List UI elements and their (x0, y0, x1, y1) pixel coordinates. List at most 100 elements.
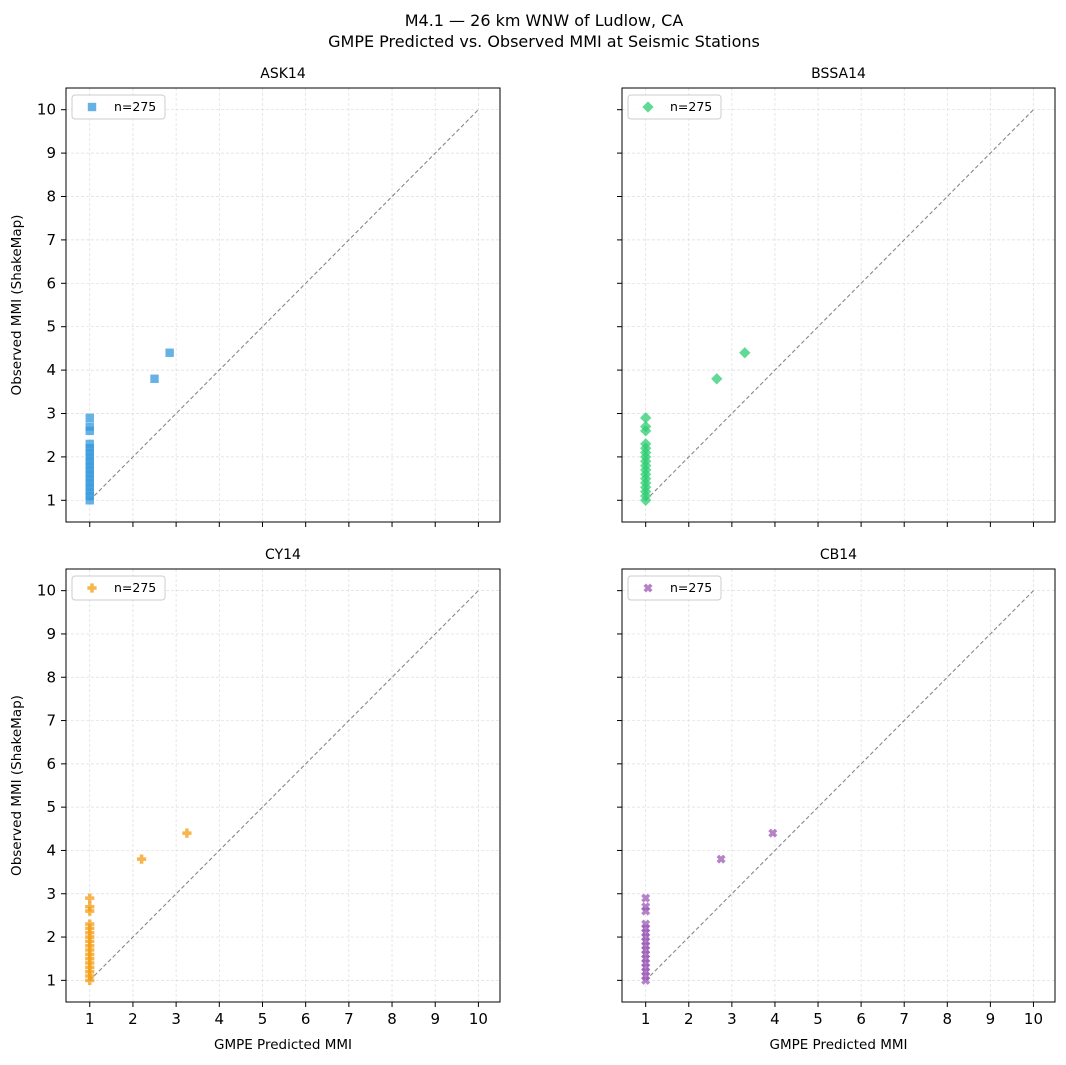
p2-xtick-label-5: 6 (301, 1010, 311, 1028)
p3-point-16 (641, 893, 651, 903)
p0-point-17 (150, 374, 159, 383)
panel-ask14: 1 2 3 4 5 6 7 8 9 10 ASK14 Observed MMI (ShakeMap) n… (9, 66, 501, 527)
p1-plot-area (622, 88, 1055, 522)
p1-legend-marker (642, 101, 654, 113)
p0-point-8 (85, 461, 94, 470)
p0-point-18 (165, 348, 174, 357)
p2-legend: n=275 (71, 575, 166, 601)
p0-points (85, 348, 174, 505)
p0-axes-frame (65, 87, 501, 523)
p0-legend-box (71, 94, 166, 120)
p0-point-9 (85, 457, 94, 466)
p2-ytick-label-2: 3 (46, 885, 56, 903)
p0-reference-line (89, 109, 479, 501)
p0-ytick-label-2: 3 (46, 405, 56, 423)
p2-point-18 (182, 828, 192, 838)
p2-ytick-label-6: 7 (46, 712, 56, 730)
p0-point-14 (85, 426, 94, 436)
p2-xtick-label-1: 2 (128, 1010, 138, 1028)
p1-title: BSSA14 (811, 66, 866, 82)
p2-points (85, 828, 192, 985)
p0-point-5 (85, 474, 94, 483)
p2-reference-line (89, 590, 479, 981)
p3-xtick-label-2: 3 (727, 1010, 737, 1028)
p2-ytick-label-9: 10 (37, 582, 56, 600)
p0-point-11 (85, 448, 94, 457)
p1-point-18 (739, 347, 751, 359)
p2-plot-area (66, 569, 500, 1002)
p2-title: CY14 (265, 547, 301, 563)
panel-bssa14: BSSA14 n=275 (617, 66, 1056, 527)
p3-xtick-label-9: 10 (1024, 1010, 1043, 1028)
p3-axes-frame (621, 568, 1056, 1003)
p0-point-1 (85, 491, 94, 501)
p2-xtick-label-0: 1 (85, 1010, 95, 1028)
p1-point-17 (711, 373, 723, 385)
p3-xtick-label-4: 5 (813, 1010, 823, 1028)
p1-legend: n=275 (627, 94, 722, 120)
p3-legend-box (627, 575, 722, 601)
p3-xtick-label-8: 9 (986, 1010, 996, 1028)
p1-point-15 (640, 420, 652, 433)
p2-point-13 (85, 919, 95, 929)
p0-point-13 (85, 439, 94, 449)
p2-xtick-label-2: 3 (171, 1010, 181, 1028)
p0-ytick-label-9: 10 (37, 101, 56, 119)
p2-xtick-label-9: 10 (469, 1010, 488, 1028)
p3-xtick-label-6: 7 (899, 1010, 909, 1028)
p3-legend: n=275 (627, 575, 722, 601)
p2-ylabel: Observed MMI (ShakeMap) (9, 695, 25, 876)
p0-ytick-label-8: 9 (46, 144, 56, 162)
p1-axes-frame (621, 87, 1056, 523)
p2-point-17 (136, 854, 147, 864)
p1-legend-box (627, 94, 722, 120)
p0-ytick-label-6: 7 (46, 231, 56, 249)
p3-title: CB14 (820, 547, 857, 563)
p3-xtick-label-3: 4 (770, 1010, 780, 1028)
p2-ytick-label-5: 6 (46, 755, 56, 773)
p1-point-13 (640, 438, 652, 450)
p0-ytick-label-7: 8 (46, 188, 56, 206)
p0-point-7 (85, 465, 94, 475)
p2-ytick-label-0: 1 (46, 971, 56, 989)
p3-legend-marker (643, 583, 653, 593)
p0-legend: n=275 (71, 94, 166, 120)
p0-ytick-label-4: 5 (46, 318, 56, 336)
p0-point-12 (85, 444, 94, 453)
p2-xtick-label-7: 8 (387, 1010, 397, 1028)
p3-point-13 (641, 919, 651, 929)
p0-point-15 (85, 422, 94, 431)
p1-point-16 (640, 412, 652, 424)
p0-ytick-label-3: 4 (46, 361, 56, 379)
p0-ylabel: Observed MMI (ShakeMap) (9, 215, 25, 396)
p2-ytick-label-7: 8 (46, 668, 56, 686)
p1-grid (622, 88, 1055, 522)
p2-point-15 (85, 902, 95, 912)
p2-ytick-label-8: 9 (46, 625, 56, 643)
p3-xtick-label-1: 2 (684, 1010, 694, 1028)
p2-xtick-label-4: 5 (258, 1010, 268, 1028)
p3-xlabel: GMPE Predicted MMI (769, 1037, 907, 1053)
p2-axes-frame (65, 568, 501, 1003)
p0-ytick-label-0: 1 (46, 491, 56, 509)
p2-legend-marker (87, 583, 97, 593)
p1-reference-line (645, 109, 1034, 501)
figure-title-line2: GMPE Predicted vs. Observed MMI at Seism… (328, 32, 760, 51)
p2-legend-label: n=275 (114, 580, 156, 595)
p3-xtick-label-5: 6 (856, 1010, 866, 1028)
p0-point-4 (85, 478, 94, 488)
p2-ytick-label-1: 2 (46, 928, 56, 946)
p3-xtick-label-7: 8 (943, 1010, 953, 1028)
p3-point-15 (641, 902, 651, 912)
p3-points (641, 828, 778, 985)
p3-point-18 (768, 828, 778, 838)
p0-point-3 (85, 483, 94, 492)
p1-legend-label: n=275 (670, 99, 712, 114)
p0-title: ASK14 (260, 66, 306, 82)
p0-point-0 (85, 496, 94, 505)
p0-point-6 (85, 470, 94, 479)
p3-xtick-label-0: 1 (641, 1010, 651, 1028)
p0-grid (66, 88, 500, 522)
p2-legend-box (71, 575, 166, 601)
